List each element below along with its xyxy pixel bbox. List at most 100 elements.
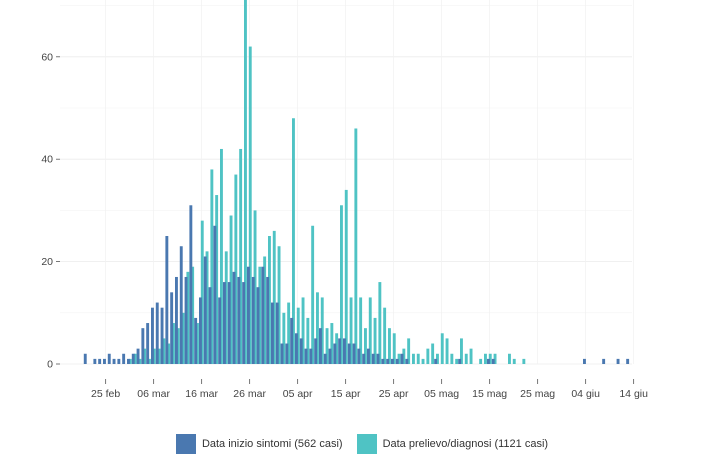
x-tick-label: 16 mar <box>185 388 218 400</box>
x-tick-label: 25 feb <box>91 388 120 400</box>
bar <box>373 317 377 364</box>
bar <box>155 302 159 364</box>
bar <box>165 236 169 364</box>
bar <box>319 328 322 364</box>
bar <box>338 338 342 364</box>
bar <box>170 292 174 364</box>
bar <box>194 317 198 364</box>
bar <box>368 297 372 364</box>
bar <box>488 353 492 364</box>
bar <box>295 333 298 364</box>
legend-item-diagnosis: Data prelievo/diagnosi (1121 casi) <box>356 434 548 454</box>
legend-swatch-diagnosis <box>356 434 377 454</box>
bar <box>205 251 209 364</box>
legend: Data inizio sintomi (562 casi) Data prel… <box>0 433 724 455</box>
bar <box>391 358 394 364</box>
bar <box>282 312 286 364</box>
bar <box>253 210 257 364</box>
bar <box>616 358 620 364</box>
bar <box>117 358 121 364</box>
bar <box>487 358 490 364</box>
x-tick-label: 25 apr <box>379 388 409 400</box>
bar <box>349 297 353 364</box>
bar <box>367 348 370 364</box>
legend-label-symptoms: Data inizio sintomi (562 casi) <box>201 438 343 450</box>
bar <box>172 323 175 364</box>
bar <box>309 348 313 364</box>
y-tick-label: 20 <box>41 256 53 268</box>
bar <box>141 328 145 364</box>
bar <box>296 307 300 364</box>
bar <box>181 312 185 364</box>
bar <box>434 358 438 364</box>
bar <box>376 353 380 364</box>
x-tick-label: 26 mar <box>233 388 266 400</box>
bar <box>247 266 250 364</box>
x-tick-label: 04 giu <box>571 388 600 400</box>
bar <box>395 358 399 364</box>
bar <box>436 353 439 364</box>
bar <box>220 148 223 364</box>
bar <box>450 353 454 364</box>
bar <box>335 333 339 364</box>
bar <box>280 343 284 364</box>
bar <box>275 302 279 364</box>
bar <box>223 282 226 364</box>
bar <box>215 195 219 364</box>
bar <box>184 276 188 364</box>
bar <box>440 333 444 364</box>
bar <box>330 323 334 364</box>
bar <box>237 276 241 364</box>
bar <box>421 358 425 364</box>
bar <box>261 266 265 364</box>
bar <box>347 343 351 364</box>
bar <box>602 358 606 364</box>
bar <box>258 266 262 364</box>
bar <box>175 276 178 364</box>
bar <box>362 353 366 364</box>
bar <box>378 282 382 364</box>
bar <box>271 302 274 364</box>
bar <box>263 256 267 364</box>
bar <box>122 353 126 364</box>
bar <box>287 302 291 364</box>
bar <box>386 358 390 364</box>
x-tick-label: 05 mag <box>424 388 459 400</box>
bar <box>320 297 324 364</box>
bar <box>405 358 409 364</box>
bar <box>208 287 212 364</box>
bar <box>479 358 483 364</box>
bar <box>583 358 586 364</box>
bar <box>290 317 294 364</box>
x-tick-label: 06 mar <box>137 388 170 400</box>
bar <box>431 343 435 364</box>
bar <box>189 205 193 364</box>
bar <box>445 338 449 364</box>
bar <box>299 338 303 364</box>
bar <box>98 358 102 364</box>
bar <box>344 189 348 364</box>
bar <box>508 353 511 364</box>
bar <box>112 358 116 364</box>
x-tick-label: 14 giu <box>619 388 648 400</box>
bar <box>340 205 343 364</box>
axis: 0 20 40 60 25 feb 06 mar 16 mar 26 mar 05 apr 15 … <box>41 51 648 400</box>
bar <box>200 220 204 364</box>
bar <box>268 236 271 364</box>
legend-swatch-symptoms <box>175 434 196 454</box>
bar <box>93 358 97 364</box>
bar <box>251 276 255 364</box>
bar <box>325 328 329 364</box>
x-tick-label: 15 mag <box>472 388 507 400</box>
bar <box>232 271 236 364</box>
bar <box>388 328 391 364</box>
bar <box>143 348 147 364</box>
bar <box>464 353 468 364</box>
bars <box>83 0 630 365</box>
bar <box>397 353 401 364</box>
x-tick-label: 05 apr <box>283 388 313 400</box>
bar <box>229 215 233 364</box>
bar <box>512 358 516 364</box>
bar <box>277 246 281 364</box>
